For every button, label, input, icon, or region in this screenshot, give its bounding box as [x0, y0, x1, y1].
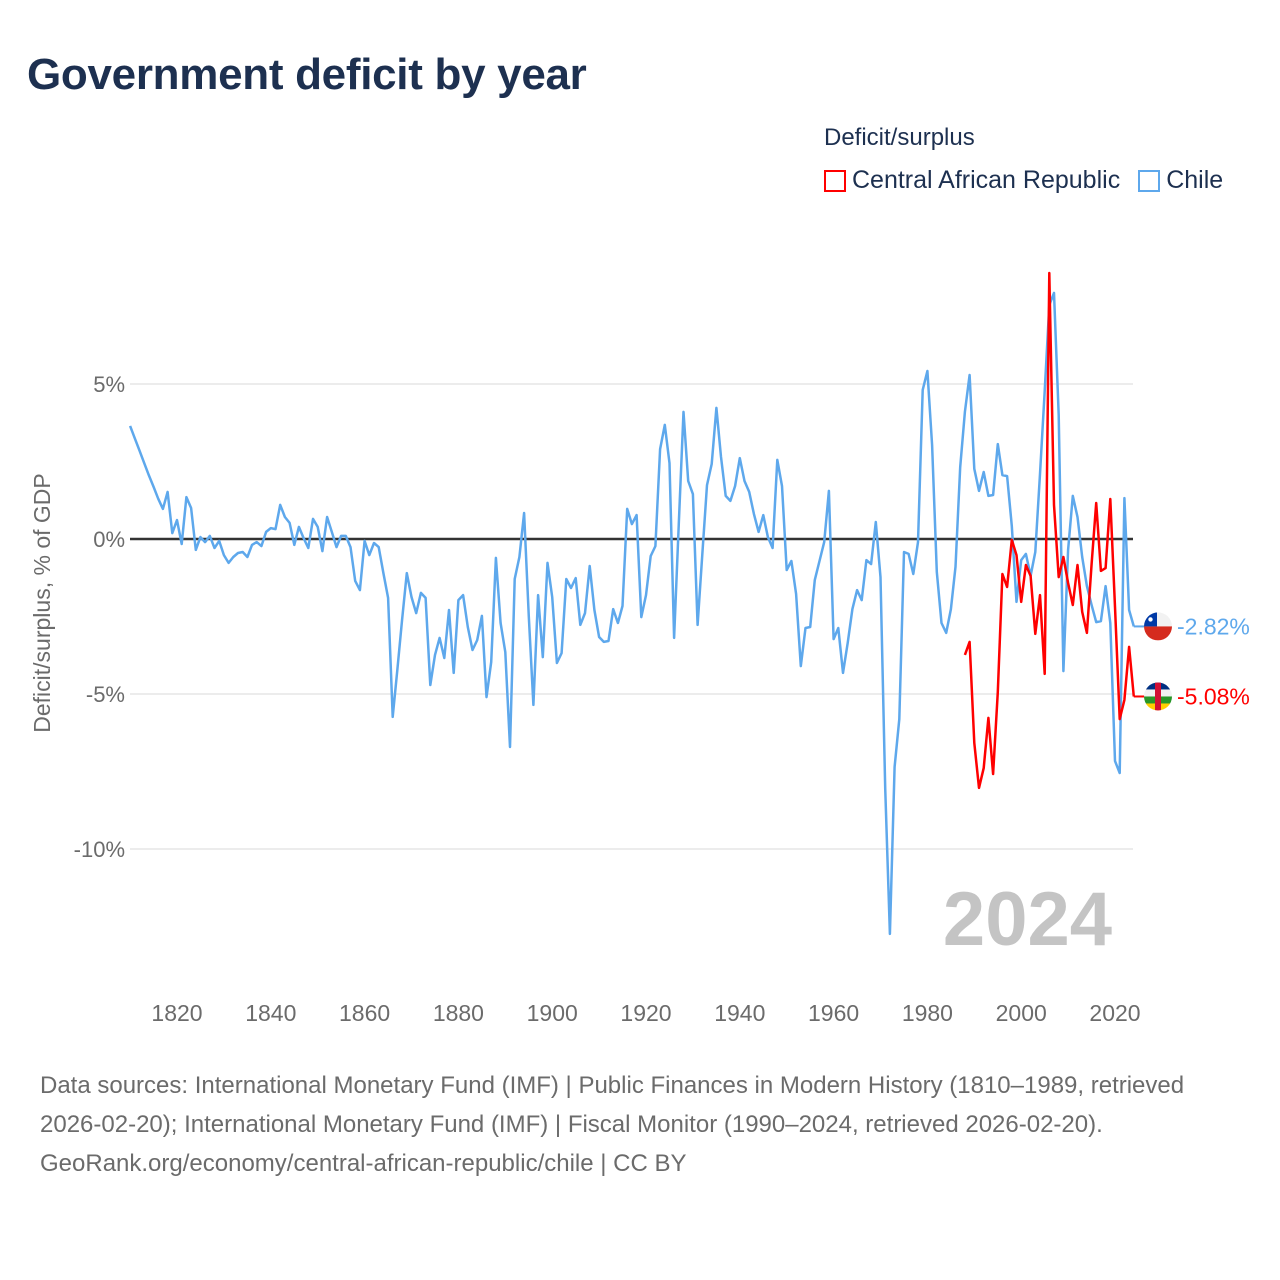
car-end-value-label: -5.08% — [1177, 683, 1250, 709]
y-tick-label: -5% — [86, 682, 125, 707]
x-tick-label: 1960 — [808, 1000, 859, 1026]
x-tick-label: 1840 — [245, 1000, 296, 1026]
data-sources: Data sources: International Monetary Fun… — [40, 1072, 1185, 1138]
series-line-chile — [128, 291, 1136, 936]
x-tick-label: 2020 — [1089, 1000, 1140, 1026]
chart-title: Government deficit by year — [27, 50, 587, 99]
x-tick-label: 1980 — [902, 1000, 953, 1026]
x-tick-label: 1820 — [151, 1000, 202, 1026]
line-chart: 5% 0% -5% -10% Deficit/surplus, % of GDP 1820… — [29, 271, 1250, 1026]
legend-swatch-car — [824, 169, 846, 192]
x-tick-label: 1940 — [714, 1000, 765, 1026]
x-tick-label: 1860 — [339, 1000, 390, 1026]
central-african-republic-flag-icon — [1144, 682, 1172, 711]
legend-swatch-chile — [1138, 169, 1161, 192]
y-tick-label: 0% — [93, 527, 125, 552]
current-year-label: 2024 — [943, 877, 1112, 962]
legend-item-chile[interactable]: Chile — [1138, 166, 1223, 195]
x-tick-label: 2000 — [996, 1000, 1047, 1026]
x-tick-label: 1900 — [527, 1000, 578, 1026]
y-axis-label: Deficit/surplus, % of GDP — [29, 473, 55, 732]
y-tick-label: -10% — [74, 837, 125, 862]
legend-label: Central African Republic — [852, 166, 1121, 194]
chile-end-value-label: -2.82% — [1177, 613, 1250, 639]
legend-item-central-african-republic[interactable]: Central African Republic — [824, 166, 1120, 195]
y-tick-label: 5% — [93, 372, 125, 397]
legend-title: Deficit/surplus — [824, 124, 975, 151]
footer: Data sources: International Monetary Fun… — [40, 1066, 1240, 1183]
x-tick-label: 1880 — [433, 1000, 484, 1026]
legend-label: Chile — [1166, 166, 1224, 194]
x-tick-label: 1920 — [620, 1000, 671, 1026]
legend: Central African Republic Chile — [824, 166, 1223, 195]
attribution-link[interactable]: GeoRank.org/economy/central-african-repu… — [40, 1150, 687, 1177]
chile-flag-icon — [1144, 612, 1172, 641]
series-line-central-african-republic — [963, 271, 1136, 790]
